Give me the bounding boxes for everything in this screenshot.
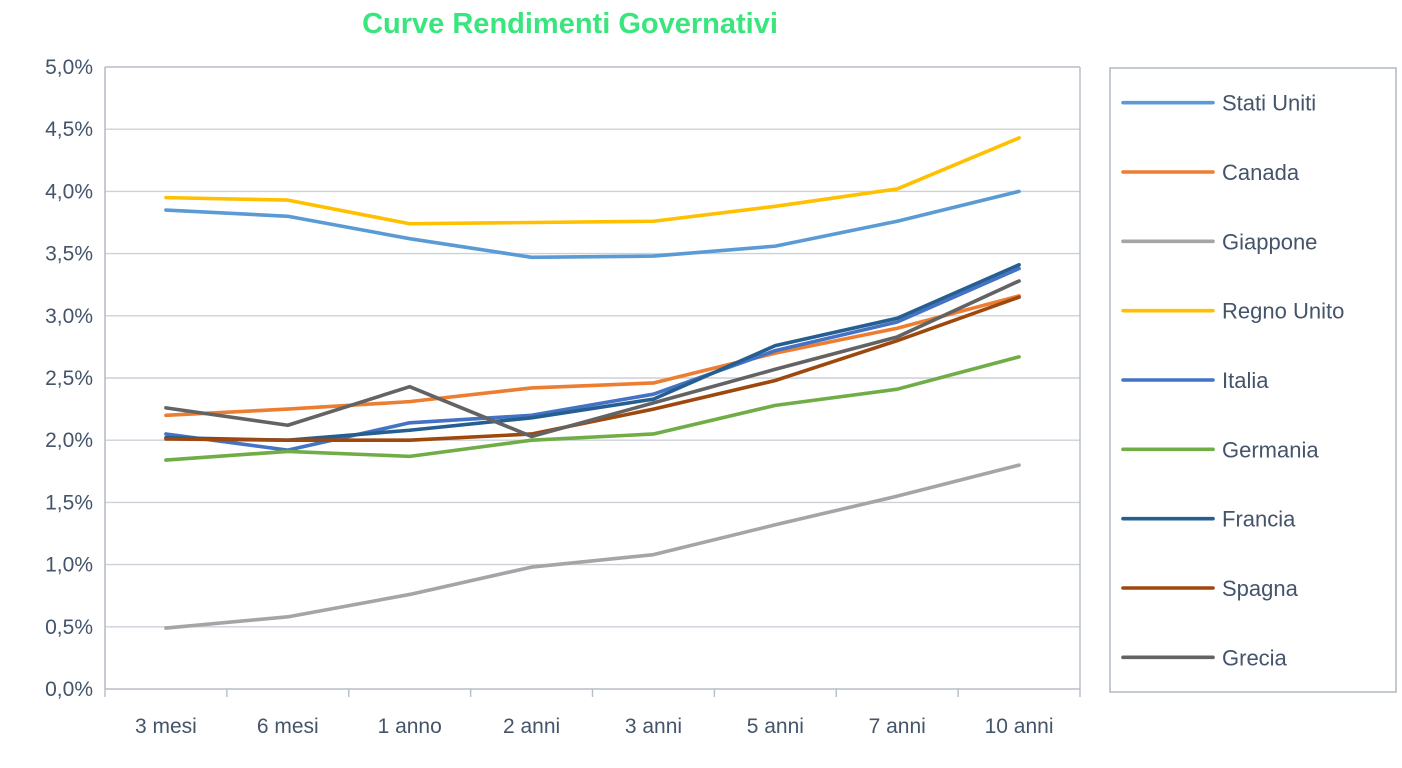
legend-label-grecia: Grecia bbox=[1222, 645, 1288, 670]
y-axis-tick-label: 4,0% bbox=[45, 180, 93, 203]
legend-label-canada: Canada bbox=[1222, 160, 1300, 185]
series-line-germania bbox=[164, 355, 1021, 462]
y-axis-tick-label: 0,0% bbox=[45, 678, 93, 701]
series-line-canada bbox=[164, 294, 1021, 418]
series-line-francia bbox=[164, 262, 1021, 443]
series-line-italia bbox=[164, 266, 1021, 452]
x-axis-category-label: 5 anni bbox=[747, 715, 804, 738]
x-axis-category-label: 1 anno bbox=[378, 715, 442, 738]
x-axis-category-label: 2 anni bbox=[503, 715, 560, 738]
x-axis-category-label: 6 mesi bbox=[257, 715, 319, 738]
chart-title: Curve Rendimenti Governativi bbox=[362, 8, 778, 40]
y-axis-tick-label: 5,0% bbox=[45, 56, 93, 79]
legend-label-germania: Germania bbox=[1222, 437, 1319, 462]
series-line-giappone bbox=[164, 463, 1021, 630]
y-axis-tick-label: 1,0% bbox=[45, 554, 93, 577]
y-axis-tick-label: 3,0% bbox=[45, 305, 93, 328]
series-line-grecia bbox=[164, 279, 1021, 439]
legend-label-regno-unito: Regno Unito bbox=[1222, 299, 1344, 324]
y-axis-tick-label: 2,5% bbox=[45, 367, 93, 390]
legend-label-spagna: Spagna bbox=[1222, 576, 1299, 601]
y-axis-tick-label: 3,5% bbox=[45, 243, 93, 266]
y-axis-tick-label: 2,0% bbox=[45, 429, 93, 452]
y-axis-tick-label: 0,5% bbox=[45, 616, 93, 639]
legend-label-giappone: Giappone bbox=[1222, 229, 1317, 254]
y-axis-tick-label: 1,5% bbox=[45, 491, 93, 514]
legend-label-francia: Francia bbox=[1222, 507, 1296, 532]
legend-label-italia: Italia bbox=[1222, 368, 1269, 393]
x-axis-category-label: 3 anni bbox=[625, 715, 682, 738]
x-axis-category-label: 10 anni bbox=[985, 715, 1054, 738]
y-axis-tick-label: 4,5% bbox=[45, 118, 93, 141]
legend-label-stati-uniti: Stati Uniti bbox=[1222, 91, 1316, 116]
x-axis-category-label: 7 anni bbox=[869, 715, 926, 738]
x-axis-category-label: 3 mesi bbox=[135, 715, 197, 738]
series-line-stati-uniti bbox=[164, 189, 1021, 260]
series-line-regno-unito bbox=[164, 136, 1021, 226]
